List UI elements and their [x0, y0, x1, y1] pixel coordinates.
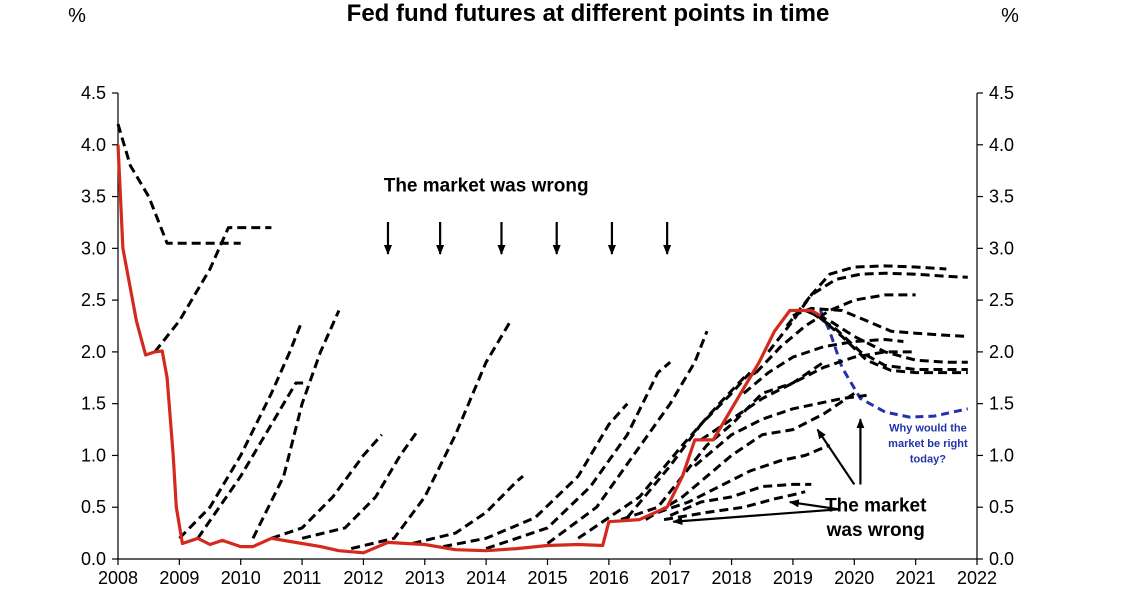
futures-curve-line — [742, 338, 904, 395]
futures-curve-line — [196, 381, 309, 540]
pointer-arrow — [672, 508, 840, 526]
futures-curve-line — [663, 490, 806, 522]
annotation-blue: market be right — [888, 438, 968, 450]
fed-funds-rate-line — [116, 144, 822, 555]
y-tick-label-left: 4.0 — [81, 135, 106, 155]
futures-curve-line — [270, 433, 383, 540]
x-tick-label: 2022 — [957, 568, 997, 588]
y-tick-label-left: 3.0 — [81, 238, 106, 258]
series-group — [116, 123, 969, 555]
futures-curve-line — [442, 402, 629, 549]
x-tick-label: 2021 — [896, 568, 936, 588]
futures-curve-line — [485, 361, 672, 551]
futures-curve-line — [626, 371, 752, 519]
annotation: was wrong — [826, 520, 925, 541]
futures-curve-line — [804, 309, 968, 364]
futures-curve-line — [644, 392, 856, 521]
y-tick-label-left: 2.5 — [81, 290, 106, 310]
x-tick-label: 2017 — [650, 568, 690, 588]
futures-curve-line — [785, 271, 968, 327]
y-tick-label-left: 1.5 — [81, 394, 106, 414]
x-tick-label: 2012 — [343, 568, 383, 588]
futures-curve-line — [620, 360, 825, 522]
futures-curve-line — [792, 306, 968, 338]
y-tick-label-right: 0.0 — [989, 549, 1014, 569]
futures-curve-line — [693, 393, 867, 467]
axes: 0.0 0.0 0.5 0.5 1.0 1.0 1.5 1.5 2.0 2.0 2.5 2.5 3.0 3… — [81, 83, 1014, 588]
pointer-arrow — [816, 428, 856, 486]
y-unit-right: % — [1001, 5, 1019, 27]
x-tick-label: 2011 — [283, 568, 322, 588]
futures-curve-line — [669, 482, 812, 517]
y-tick-label-right: 1.5 — [989, 394, 1014, 414]
futures-curve-line — [755, 293, 916, 374]
y-tick-label-right: 4.0 — [989, 135, 1014, 155]
y-tick-label-right: 2.0 — [989, 342, 1014, 362]
x-tick-label: 2013 — [405, 568, 445, 588]
annotation: The market was wrong — [384, 175, 589, 196]
pointer-arrow — [788, 499, 840, 511]
y-tick-label-right: 0.5 — [989, 497, 1014, 517]
futures-curve-line — [153, 226, 272, 353]
futures-curve-line — [251, 309, 341, 539]
y-tick-label-right: 3.0 — [989, 238, 1014, 258]
x-tick-label: 2008 — [98, 568, 138, 588]
x-tick-label: 2020 — [834, 568, 874, 588]
annotation-blue: today? — [910, 454, 946, 466]
x-tick-label: 2010 — [221, 568, 261, 588]
futures-curve-line — [767, 264, 947, 353]
y-unit-left: % — [68, 5, 86, 27]
y-tick-label-left: 0.5 — [81, 497, 106, 517]
y-tick-label-right: 3.5 — [989, 187, 1014, 207]
x-tick-label: 2014 — [466, 568, 506, 588]
futures-curve-line — [546, 330, 709, 545]
y-tick-label-left: 1.0 — [81, 445, 106, 465]
y-tick-label-left: 3.5 — [81, 187, 106, 207]
annotations: The market was wrong Why would the market … — [384, 175, 968, 541]
y-tick-label-left: 4.5 — [81, 83, 106, 103]
y-tick-label-left: 2.0 — [81, 342, 106, 362]
futures-curve-line — [657, 443, 831, 514]
futures-curve-line — [816, 314, 968, 375]
x-tick-label: 2016 — [589, 568, 629, 588]
x-tick-label: 2018 — [712, 568, 752, 588]
x-tick-label: 2009 — [159, 568, 199, 588]
futures-curve-line — [700, 350, 916, 442]
futures-curve-line — [301, 428, 420, 540]
annotation-blue: Why would the — [889, 423, 967, 435]
futures-curve-line — [350, 320, 512, 551]
annotation: The market — [825, 495, 927, 516]
current-futures-curve-line — [819, 309, 969, 419]
y-tick-label-right: 1.0 — [989, 445, 1014, 465]
chart-title: Fed fund futures at different points in … — [347, 0, 830, 27]
y-tick-label-left: 0.0 — [81, 549, 106, 569]
x-tick-label: 2019 — [773, 568, 813, 588]
futures-curve-line — [178, 320, 304, 540]
futures-curve-line — [116, 123, 241, 245]
x-tick-label: 2015 — [527, 568, 567, 588]
futures-curve-line — [412, 475, 524, 545]
futures-curve-line — [810, 311, 968, 371]
y-tick-label-right: 4.5 — [989, 83, 1014, 103]
y-tick-label-right: 2.5 — [989, 290, 1014, 310]
